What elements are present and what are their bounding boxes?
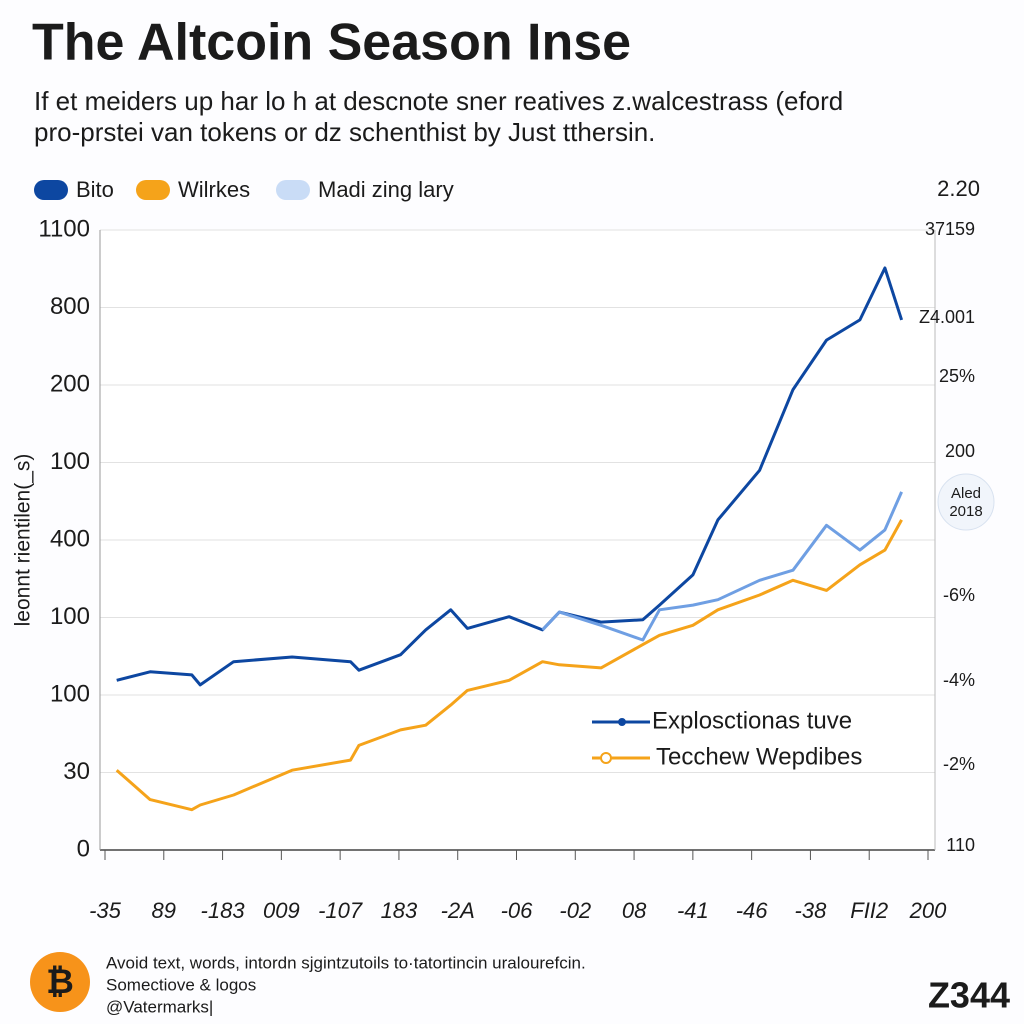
annotation-text: Explosctionas tuve — [652, 707, 852, 734]
footer-text: @Vatermarks| — [106, 997, 213, 1016]
legend-swatch — [136, 180, 170, 200]
y-tick-label: 1100 — [38, 215, 90, 242]
right-label: -4% — [943, 670, 975, 690]
y-tick-label: 0 — [77, 835, 90, 862]
legend-label: Wilrkes — [178, 177, 250, 202]
right-label: -2% — [943, 754, 975, 774]
legend-swatch — [34, 180, 68, 200]
x-tick-label: -35 — [89, 898, 122, 923]
bitcoin-symbol: ₿ — [46, 963, 74, 1001]
series-line — [541, 491, 903, 642]
y-tick-label: 30 — [63, 758, 90, 785]
y-tick-label: 400 — [50, 525, 90, 552]
x-tick-label: 200 — [909, 898, 947, 923]
series-line — [116, 266, 904, 687]
right-label: 2.20 — [937, 176, 980, 201]
x-tick-label: -41 — [677, 898, 709, 923]
y-tick-label: 800 — [50, 293, 90, 320]
x-tick-label: -02 — [559, 898, 591, 923]
y-axis-title: leonnt rientilen(_s) — [12, 454, 35, 627]
legend-swatch — [276, 180, 310, 200]
x-tick-label: -06 — [501, 898, 534, 923]
x-tick-label: 183 — [381, 898, 418, 923]
y-tick-label: 100 — [50, 680, 90, 707]
subtitle: pro-prstei van tokens or dz schenthist b… — [34, 117, 655, 147]
series-line — [115, 519, 903, 812]
x-tick-label: -46 — [736, 898, 769, 923]
badge-text: 2018 — [949, 503, 982, 520]
logo-text: Z344 — [928, 975, 1010, 1016]
annotation-text: Tecchew Wepdibes — [656, 743, 862, 770]
footer-text: Avoid text, words, intordn sjgintzutoils… — [106, 953, 586, 972]
y-tick-label: 100 — [50, 603, 90, 630]
footer-text: Somectiove & logos — [106, 975, 256, 994]
x-tick-label: -107 — [318, 898, 363, 923]
x-tick-label: 009 — [263, 898, 300, 923]
annotation-marker — [618, 718, 626, 726]
chart-title: The Altcoin Season Inse — [32, 14, 631, 72]
annotation-marker — [600, 752, 612, 764]
x-tick-label: -183 — [201, 898, 246, 923]
right-label: 110 — [946, 835, 975, 855]
x-tick-label: FII2 — [850, 898, 888, 923]
y-tick-label: 200 — [50, 370, 90, 397]
x-tick-label: 89 — [152, 898, 176, 923]
legend-label: Bito — [76, 177, 114, 202]
badge-text: Aled — [951, 485, 981, 502]
legend-label: Madi zing lary — [318, 177, 454, 202]
right-label: 200 — [945, 441, 975, 461]
bitcoin-logo — [30, 952, 90, 1012]
x-tick-label: -2A — [441, 898, 475, 923]
right-label: 25% — [939, 366, 975, 386]
subtitle: If et meiders up har lo h at descnote sn… — [34, 86, 843, 116]
right-label: 37159 — [925, 219, 975, 239]
x-tick-label: 08 — [622, 898, 647, 923]
right-label: Z4.001 — [919, 307, 975, 327]
x-tick-label: -38 — [795, 898, 828, 923]
right-label: -6% — [943, 585, 975, 605]
badge — [937, 473, 995, 531]
y-tick-label: 100 — [50, 448, 90, 475]
